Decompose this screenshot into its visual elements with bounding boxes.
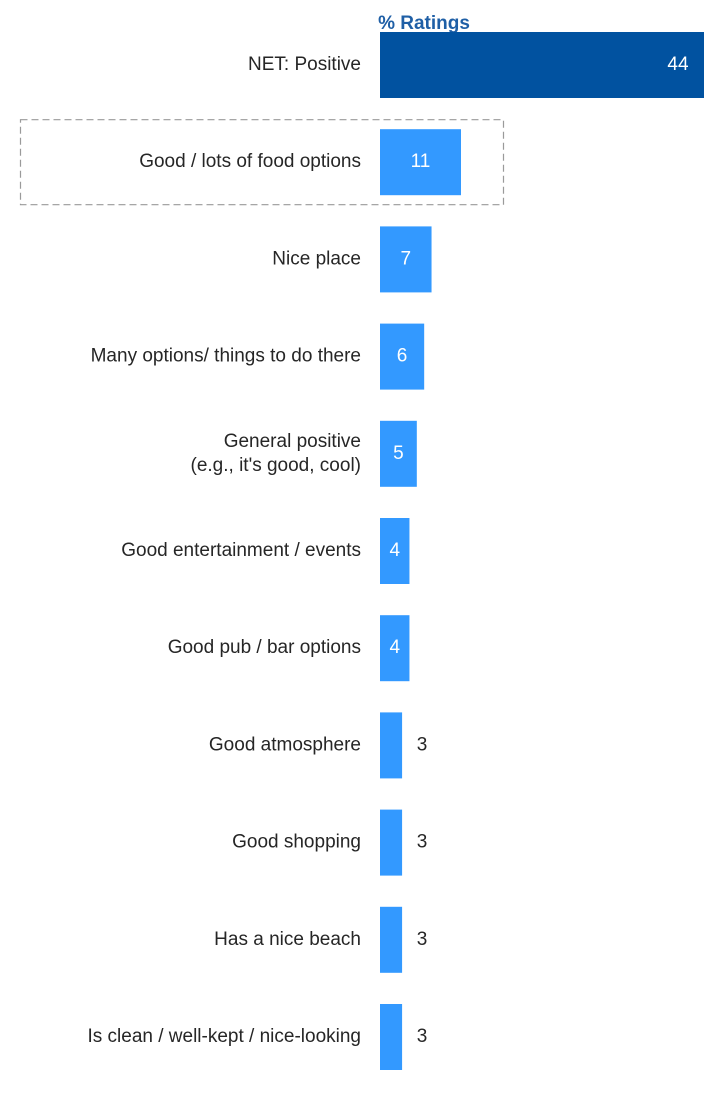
bar-9 xyxy=(380,906,403,973)
value-label-5: 4 xyxy=(389,540,400,561)
value-label-2: 7 xyxy=(400,248,411,269)
category-label-7: Good atmosphere xyxy=(209,734,361,755)
value-label-9: 3 xyxy=(417,929,428,950)
category-label-9: Has a nice beach xyxy=(214,929,361,950)
bar-10 xyxy=(380,1004,403,1070)
category-label-8: Good shopping xyxy=(232,832,361,853)
chart-title: % Ratings xyxy=(378,13,470,34)
category-label-1: Good / lots of food options xyxy=(139,151,361,172)
bar-0 xyxy=(380,32,704,98)
highlight-box xyxy=(19,119,505,206)
value-label-3: 6 xyxy=(397,346,408,367)
category-label-0: NET: Positive xyxy=(248,54,361,75)
value-label-0: 44 xyxy=(667,54,689,75)
bar-4 xyxy=(380,420,417,487)
value-label-6: 4 xyxy=(389,637,400,658)
category-label-2: Nice place xyxy=(272,248,361,269)
bar-2 xyxy=(380,226,432,293)
category-label-5: Good entertainment / events xyxy=(121,540,361,561)
bar-3 xyxy=(380,323,425,390)
value-label-10: 3 xyxy=(417,1026,428,1047)
category-label-10: Is clean / well-kept / nice-looking xyxy=(87,1026,361,1047)
bar-6 xyxy=(380,615,410,682)
category-label-6: Good pub / bar options xyxy=(168,637,361,658)
bar-8 xyxy=(380,809,403,876)
value-label-4: 5 xyxy=(393,443,404,464)
category-label-3: Many options/ things to do there xyxy=(91,346,361,367)
value-label-7: 3 xyxy=(417,734,428,755)
bar-7 xyxy=(380,712,403,779)
bar-5 xyxy=(380,518,410,584)
category-label-4: General positive (e.g., it's good, cool) xyxy=(191,431,362,476)
value-label-8: 3 xyxy=(417,832,428,853)
bar-1 xyxy=(380,129,461,196)
value-label-1: 11 xyxy=(411,151,431,172)
